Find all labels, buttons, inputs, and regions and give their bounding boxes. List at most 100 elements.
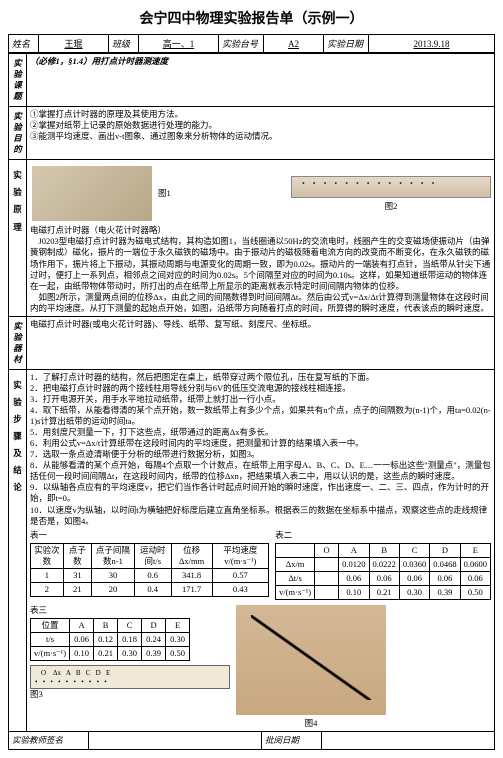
t2-r1c3: 0.06 xyxy=(369,571,399,585)
t2-r2c5: 0.39 xyxy=(430,585,460,599)
figure-1-label: 图1 xyxy=(158,188,171,199)
t2-r1c2: 0.06 xyxy=(339,571,369,585)
t1-h3: 运动时间t/s xyxy=(134,543,171,568)
t2-r0c2: 0.0120 xyxy=(339,557,369,571)
purpose-content: ①掌握打点计时器的原理及其使用方法。 ②掌握对纸带上记录的原始数据进行处理的能力… xyxy=(27,107,495,160)
t2-r0c4: 0.0360 xyxy=(399,557,429,571)
t2-h0 xyxy=(276,543,315,557)
step-9: 9．以纵轴各点应有的平均速度v，把它们当作各计时起点时间开始的瞬时速度，作出速度… xyxy=(30,482,491,504)
date-label: 实验日期 xyxy=(324,35,369,52)
purpose-item-1: ①掌握打点计时器的原理及其使用方法。 xyxy=(30,109,491,120)
t3-r0c5: 0.30 xyxy=(166,632,190,646)
t3-r1c0: v/(m·s⁻¹) xyxy=(31,646,70,660)
table-1: 实验次数 点子数 点子间隔数n-1 运动时间t/s 位移Δx/mm 平均速度v/… xyxy=(30,543,269,597)
step-5: 5．用刻度尺测量一下，打下这些点，纸带通过的距离Δx有多长。 xyxy=(30,427,491,438)
t1-r1c0: 2 xyxy=(31,582,64,596)
t3-h0: 位置 xyxy=(31,618,70,632)
t3-r1c4: 0.39 xyxy=(142,646,166,660)
figure-4-label: 图4 xyxy=(236,718,386,729)
t2-r2c4: 0.30 xyxy=(399,585,429,599)
t3-r0c3: 0.18 xyxy=(118,632,142,646)
t2-h6: E xyxy=(460,543,490,557)
t1-h0: 实验次数 xyxy=(31,543,64,568)
principle-para-1: J0203型电磁打点计时器为磁电式结构，其构造如图1，当线圈通以50Hz的交流电… xyxy=(30,236,491,291)
t2-r1c1 xyxy=(315,571,339,585)
station-label: 实验台号 xyxy=(219,35,264,52)
station-value: A2 xyxy=(288,39,299,49)
t2-r0c0: Δx/m xyxy=(276,557,315,571)
t1-r0c2: 30 xyxy=(92,568,135,582)
t2-r2c1 xyxy=(315,585,339,599)
teacher-sign-value[interactable] xyxy=(89,732,262,749)
main-content-table: 实验课题 （必修1，§1.4）用打点计时器测速度 实验目的 ①掌握打点计时器的原… xyxy=(8,53,495,750)
topic-content: （必修1，§1.4）用打点计时器测速度 xyxy=(27,54,495,107)
t1-h4: 位移Δx/mm xyxy=(171,543,212,568)
t3-h2: B xyxy=(94,618,118,632)
t3-r1c5: 0.50 xyxy=(166,646,190,660)
t3-r1c3: 0.30 xyxy=(118,646,142,660)
figure-2-label: 图2 xyxy=(291,201,491,212)
t1-r1c5: 0.43 xyxy=(212,582,268,596)
t1-r0c4: 341.8 xyxy=(171,568,212,582)
figure-2-image xyxy=(291,176,491,198)
t2-h5: D xyxy=(430,543,460,557)
figure-4-graph xyxy=(236,605,386,715)
t3-r0c2: 0.12 xyxy=(94,632,118,646)
t1-h2: 点子间隔数n-1 xyxy=(92,543,135,568)
t2-r1c4: 0.06 xyxy=(399,571,429,585)
name-value: 王琨 xyxy=(64,37,82,50)
t3-r1c2: 0.21 xyxy=(94,646,118,660)
t2-h4: C xyxy=(399,543,429,557)
t2-h1: O xyxy=(315,543,339,557)
steps-content: 1．了解打点计时器的结构，然后把图定在桌上，纸带穿过两个限位孔，压在复写纸的下面… xyxy=(27,369,495,731)
principle-label: 实验原理 xyxy=(9,160,27,316)
t3-r0c1: 0.06 xyxy=(70,632,94,646)
t1-r0c0: 1 xyxy=(31,568,64,582)
t3-r0c0: t/s xyxy=(31,632,70,646)
figure-1-image xyxy=(32,166,152,221)
class-label: 班级 xyxy=(109,35,139,52)
t1-r1c3: 0.4 xyxy=(134,582,171,596)
step-8: 8．从能够看清的某个点开始，每隔4个点取一个计数点，在纸带上用字母A、B、C、D… xyxy=(30,460,491,482)
t1-r0c1: 31 xyxy=(63,568,91,582)
step-3: 3．打开电源开关，用手水平地拉动纸带，纸带上就打出一行小点。 xyxy=(30,394,491,405)
t1-r0c5: 0.57 xyxy=(212,568,268,582)
t2-r0c1 xyxy=(315,557,339,571)
device-title: 电磁打点计时器（电火花计时器略） xyxy=(30,225,491,236)
t2-h3: B xyxy=(369,543,399,557)
name-label: 姓名 xyxy=(9,35,39,52)
figure-3-image: O Δx A B C D E • • • • • • • • • • xyxy=(30,665,230,689)
purpose-label: 实验目的 xyxy=(9,107,27,160)
header-row: 姓名 王琨 班级 高一、1 实验台号 A2 实验日期 2013.9.18 xyxy=(8,34,495,53)
step-1: 1．了解打点计时器的结构，然后把图定在桌上，纸带穿过两个限位孔，压在复写纸的下面… xyxy=(30,372,491,383)
approve-date-value[interactable] xyxy=(322,732,494,749)
step-7: 7．选取一条点迹清晰便于分析的纸带进行数据分析，如图3。 xyxy=(30,449,491,460)
t1-r1c2: 20 xyxy=(92,582,135,596)
t2-r2c0: v/(m·s⁻¹) xyxy=(276,585,315,599)
equipment-content: 电磁打点计时器(或电火花计时器)、导线、纸带、复写纸、刻度尺、坐标纸。 xyxy=(27,316,495,369)
t2-r2c3: 0.21 xyxy=(369,585,399,599)
equipment-label: 实验器材 xyxy=(9,316,27,369)
t3-r0c4: 0.24 xyxy=(142,632,166,646)
topic-label: 实验课题 xyxy=(9,54,27,107)
step-10: 10．以速度v为纵轴，以时间t为横轴把好标度后建立直角坐标系。根据表三的数据在坐… xyxy=(30,505,491,527)
table2-label: 表二 xyxy=(275,530,491,541)
t2-h2: A xyxy=(339,543,369,557)
t3-h3: C xyxy=(118,618,142,632)
t2-r2c6: 0.50 xyxy=(460,585,490,599)
t3-r1c1: 0.10 xyxy=(70,646,94,660)
date-value: 2013.9.18 xyxy=(414,39,450,49)
table1-label: 表一 xyxy=(30,530,269,541)
approve-date-label: 批阅日期 xyxy=(262,732,322,749)
step-6: 6．利用公式v=Δx/t计算纸带在这段时间内的平均速度，把测量和计算的结果填入表… xyxy=(30,438,491,449)
t1-r1c1: 21 xyxy=(63,582,91,596)
principle-content: 图1 图2 电磁打点计时器（电火花计时器略） J0203型电磁打点计时器为磁电式… xyxy=(27,160,495,316)
t1-h1: 点子数 xyxy=(63,543,91,568)
principle-para-2: 如图2所示，测量两点间的位移Δx，由此之间的间隔数得到时间间隔Δt。然后由公式v… xyxy=(30,292,491,314)
t2-r1c5: 0.06 xyxy=(430,571,460,585)
t2-r0c3: 0.0222 xyxy=(369,557,399,571)
table3-label: 表三 xyxy=(30,605,230,616)
t3-h1: A xyxy=(70,618,94,632)
t2-r2c2: 0.10 xyxy=(339,585,369,599)
t3-h5: E xyxy=(166,618,190,632)
